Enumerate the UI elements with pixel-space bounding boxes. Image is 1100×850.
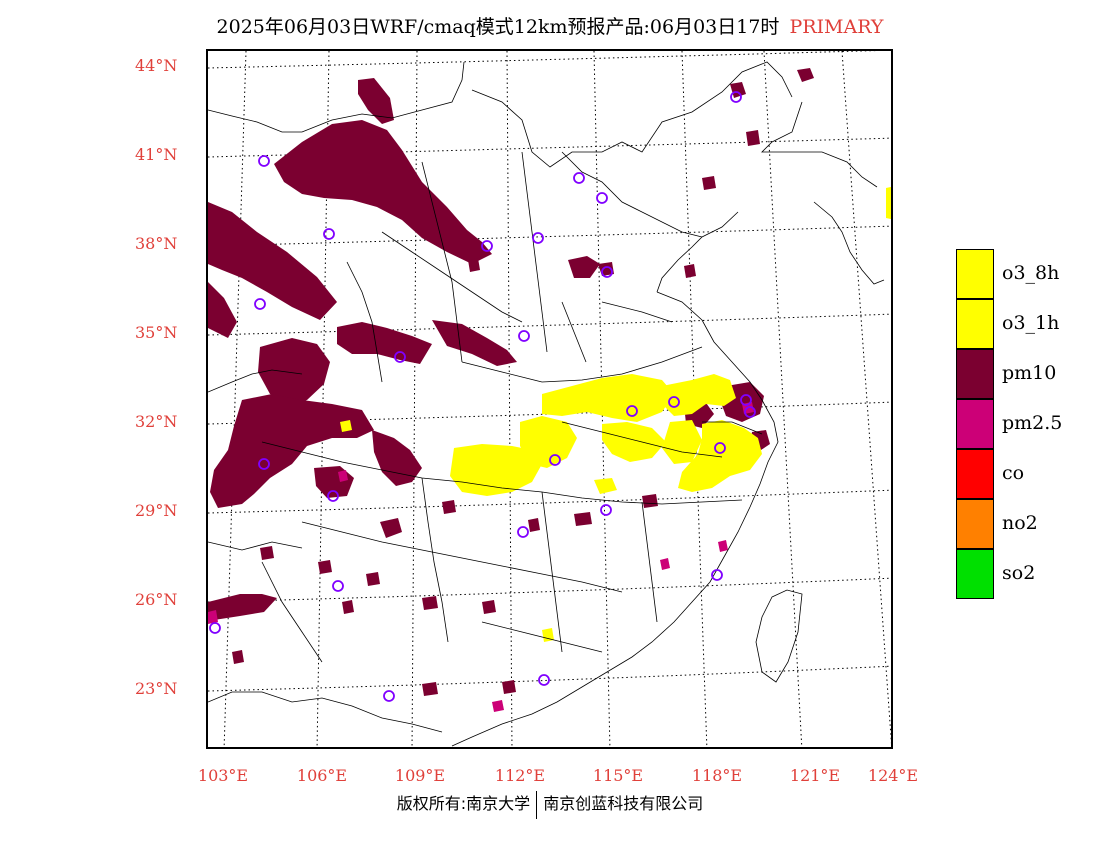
- legend-item-no2: no2: [956, 499, 1100, 549]
- lon-label-118: 118°E: [691, 766, 743, 785]
- legend-item-pm10: pm10: [956, 349, 1100, 399]
- lon-label-124: 124°E: [867, 766, 919, 785]
- station-marker: [714, 442, 726, 454]
- copyright: 版权所有:南京大学 南京创蓝科技有限公司: [0, 790, 1100, 819]
- lat-label-29: 29°N: [135, 501, 178, 520]
- station-marker: [532, 232, 544, 244]
- station-marker: [394, 351, 406, 363]
- legend-label: pm10: [1002, 362, 1057, 384]
- station-marker: [383, 690, 395, 702]
- map-title: 2025年06月03日WRF/cmaq模式12km预报产品:06月03日17时 P…: [0, 12, 1100, 39]
- legend-item-o3-1h: o3_1h: [956, 299, 1100, 349]
- o3-areas: [340, 186, 891, 642]
- lat-label-41: 41°N: [135, 145, 178, 164]
- lon-label-103: 103°E: [197, 766, 249, 785]
- lat-label-38: 38°N: [135, 234, 178, 253]
- lat-label-23: 23°N: [135, 679, 178, 698]
- lon-label-109: 109°E: [394, 766, 446, 785]
- legend-swatch: [956, 549, 994, 599]
- station-marker: [744, 406, 756, 418]
- station-marker: [258, 458, 270, 470]
- station-marker: [668, 396, 680, 408]
- legend-swatch: [956, 249, 994, 299]
- legend-label: no2: [1002, 512, 1038, 534]
- map-title-text: 2025年06月03日WRF/cmaq模式12km预报产品:06月03日17时: [216, 16, 780, 38]
- legend-swatch: [956, 299, 994, 349]
- station-marker: [254, 298, 266, 310]
- legend-label: pm2.5: [1002, 412, 1063, 434]
- station-marker: [209, 622, 221, 634]
- legend-item-pm25: pm2.5: [956, 399, 1100, 449]
- station-marker: [549, 454, 561, 466]
- station-marker: [573, 172, 585, 184]
- legend-item-co: co: [956, 449, 1100, 499]
- lon-label-115: 115°E: [592, 766, 644, 785]
- lat-label-44: 44°N: [135, 56, 178, 75]
- legend-item-o3-8h: o3_8h: [956, 249, 1100, 299]
- station-marker: [711, 569, 723, 581]
- station-marker: [538, 674, 550, 686]
- lat-label-32: 32°N: [135, 412, 178, 431]
- station-marker: [323, 228, 335, 240]
- lat-label-26: 26°N: [135, 590, 178, 609]
- station-marker: [626, 405, 638, 417]
- copyright-divider: [536, 790, 538, 819]
- legend-label: co: [1002, 462, 1025, 484]
- station-marker: [730, 91, 742, 103]
- station-markers: [209, 91, 756, 702]
- lon-label-112: 112°E: [494, 766, 546, 785]
- legend-label: so2: [1002, 562, 1036, 584]
- copyright-owner: 版权所有:南京大学: [396, 794, 531, 813]
- legend-swatch: [956, 349, 994, 399]
- borders: [208, 61, 885, 747]
- legend-swatch: [956, 499, 994, 549]
- station-marker: [258, 155, 270, 167]
- map-canvas: [208, 51, 891, 747]
- graticule: [208, 51, 891, 747]
- station-marker: [740, 394, 752, 406]
- legend: o3_8h o3_1h pm10 pm2.5 co no2 so2: [956, 249, 1100, 599]
- lon-label-106: 106°E: [296, 766, 348, 785]
- legend-label: o3_8h: [1002, 262, 1060, 284]
- station-marker: [517, 526, 529, 538]
- station-marker: [600, 504, 612, 516]
- station-marker: [481, 240, 493, 252]
- station-marker: [332, 580, 344, 592]
- lon-label-121: 121°E: [789, 766, 841, 785]
- station-marker: [596, 192, 608, 204]
- station-marker: [327, 490, 339, 502]
- station-marker: [601, 266, 613, 278]
- legend-item-so2: so2: [956, 549, 1100, 599]
- legend-swatch: [956, 449, 994, 499]
- map-title-tag: PRIMARY: [789, 16, 884, 38]
- lat-label-35: 35°N: [135, 323, 178, 342]
- forecast-map: [206, 49, 893, 749]
- copyright-company: 南京创蓝科技有限公司: [543, 794, 704, 813]
- legend-swatch: [956, 399, 994, 449]
- station-marker: [518, 330, 530, 342]
- legend-label: o3_1h: [1002, 312, 1060, 334]
